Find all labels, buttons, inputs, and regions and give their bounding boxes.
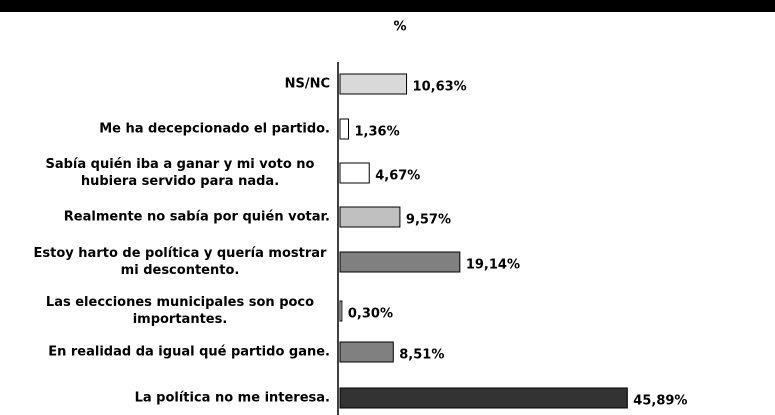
- category-label: NS/NC: [284, 76, 330, 92]
- value-label: 1,36%: [355, 125, 400, 140]
- bar: [339, 341, 394, 363]
- bar: [339, 162, 370, 184]
- bar: [339, 73, 408, 95]
- category-label: La política no me interesa.: [134, 390, 330, 406]
- category-label: En realidad da igual qué partido gane.: [48, 344, 330, 360]
- category-label: Sabía quién iba a ganar y mi voto no hub…: [45, 157, 315, 189]
- value-label: 8,51%: [399, 348, 444, 363]
- chart-title: %: [393, 20, 406, 35]
- bar: [339, 251, 461, 273]
- category-label: Me ha decepcionado el partido.: [99, 121, 330, 137]
- bar: [339, 118, 350, 140]
- bar: [339, 387, 628, 409]
- value-label: 45,89%: [633, 394, 687, 409]
- category-label: Estoy harto de política y quería mostrar…: [33, 246, 327, 278]
- value-label: 0,30%: [348, 307, 393, 322]
- category-label: Las elecciones municipales son poco impo…: [45, 295, 315, 327]
- value-label: 9,57%: [406, 213, 451, 228]
- bar: [339, 206, 401, 228]
- value-label: 10,63%: [413, 80, 467, 95]
- value-label: 19,14%: [466, 258, 520, 273]
- value-label: 4,67%: [375, 169, 420, 184]
- header-band: [0, 0, 775, 12]
- category-label: Realmente no sabía por quién votar.: [63, 209, 330, 225]
- bar: [339, 300, 343, 322]
